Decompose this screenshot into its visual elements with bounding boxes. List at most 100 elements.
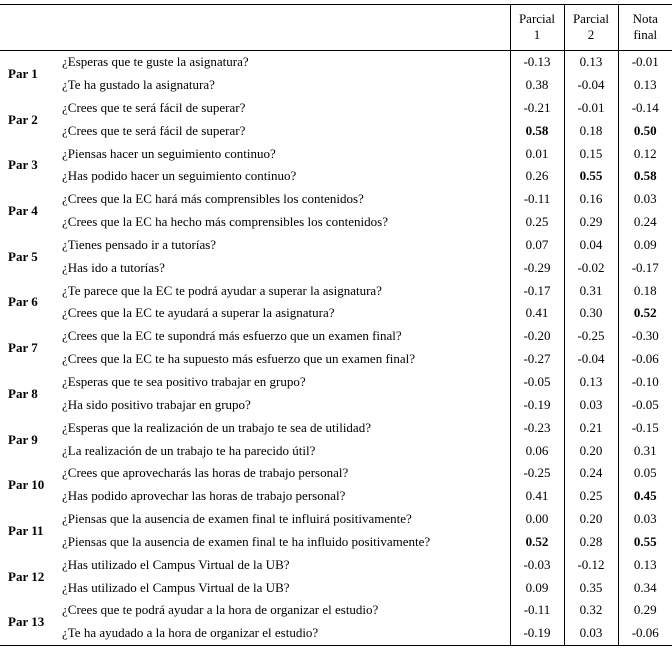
question-text: ¿Crees que la EC te ayudará a superar la… bbox=[62, 302, 510, 325]
question-text: ¿Te ha gustado la asignatura? bbox=[62, 74, 510, 97]
value-cell: 0.24 bbox=[618, 211, 672, 234]
pair-label: Par 4 bbox=[0, 188, 62, 234]
table-row: Par 9¿Esperas que la realización de un t… bbox=[0, 417, 672, 440]
value-cell: 0.29 bbox=[564, 211, 618, 234]
value-cell: 0.58 bbox=[510, 120, 564, 143]
value-cell: -0.06 bbox=[618, 348, 672, 371]
table-row: Par 2¿Crees que te será fácil de superar… bbox=[0, 97, 672, 120]
value-cell: 0.03 bbox=[564, 394, 618, 417]
pair-label: Par 8 bbox=[0, 371, 62, 417]
correlation-table: Parcial 1 Parcial 2 Nota final Par 1¿Esp… bbox=[0, 0, 672, 650]
table-row: ¿Crees que la EC ha hecho más comprensib… bbox=[0, 211, 672, 234]
value-cell: 0.16 bbox=[564, 188, 618, 211]
value-cell: -0.11 bbox=[510, 599, 564, 622]
value-cell: 0.41 bbox=[510, 302, 564, 325]
question-text: ¿Has utilizado el Campus Virtual de la U… bbox=[62, 577, 510, 600]
value-cell: 0.03 bbox=[618, 188, 672, 211]
question-text: ¿Crees que la EC ha hecho más comprensib… bbox=[62, 211, 510, 234]
header-empty bbox=[0, 5, 510, 51]
value-cell: 0.38 bbox=[510, 74, 564, 97]
value-cell: 0.52 bbox=[510, 531, 564, 554]
value-cell: -0.05 bbox=[510, 371, 564, 394]
value-cell: 0.25 bbox=[564, 485, 618, 508]
pair-label: Par 11 bbox=[0, 508, 62, 554]
header-col3-line1: Nota bbox=[633, 11, 658, 26]
table-row: Par 6¿Te parece que la EC te podrá ayuda… bbox=[0, 280, 672, 303]
value-cell: -0.25 bbox=[510, 462, 564, 485]
pair-label: Par 10 bbox=[0, 462, 62, 508]
value-cell: -0.04 bbox=[564, 348, 618, 371]
value-cell: 0.13 bbox=[564, 371, 618, 394]
value-cell: 0.12 bbox=[618, 143, 672, 166]
data-table: Parcial 1 Parcial 2 Nota final Par 1¿Esp… bbox=[0, 4, 672, 646]
question-text: ¿Esperas que la realización de un trabaj… bbox=[62, 417, 510, 440]
table-row: Par 12¿Has utilizado el Campus Virtual d… bbox=[0, 554, 672, 577]
pair-label: Par 6 bbox=[0, 280, 62, 326]
value-cell: -0.20 bbox=[510, 325, 564, 348]
pair-label: Par 1 bbox=[0, 51, 62, 97]
table-row: Par 4¿Crees que la EC hará más comprensi… bbox=[0, 188, 672, 211]
question-text: ¿Ha sido positivo trabajar en grupo? bbox=[62, 394, 510, 417]
value-cell: -0.11 bbox=[510, 188, 564, 211]
value-cell: 0.15 bbox=[564, 143, 618, 166]
value-cell: -0.01 bbox=[618, 51, 672, 74]
table-row: ¿Crees que la EC te ha supuesto más esfu… bbox=[0, 348, 672, 371]
header-col3-line2: final bbox=[633, 27, 657, 42]
question-text: ¿Te ha ayudado a la hora de organizar el… bbox=[62, 622, 510, 645]
pair-label: Par 2 bbox=[0, 97, 62, 143]
header-col1-line2: 1 bbox=[534, 27, 541, 42]
header-parcial2: Parcial 2 bbox=[564, 5, 618, 51]
table-row: Par 11¿Piensas que la ausencia de examen… bbox=[0, 508, 672, 531]
question-text: ¿Piensas que la ausencia de examen final… bbox=[62, 508, 510, 531]
question-text: ¿La realización de un trabajo te ha pare… bbox=[62, 440, 510, 463]
value-cell: -0.21 bbox=[510, 97, 564, 120]
question-text: ¿Crees que la EC te ha supuesto más esfu… bbox=[62, 348, 510, 371]
table-row: ¿Piensas que la ausencia de examen final… bbox=[0, 531, 672, 554]
table-row: Par 1¿Esperas que te guste la asignatura… bbox=[0, 51, 672, 74]
pair-label: Par 12 bbox=[0, 554, 62, 600]
value-cell: -0.27 bbox=[510, 348, 564, 371]
value-cell: 0.31 bbox=[618, 440, 672, 463]
table-row: ¿Te ha gustado la asignatura?0.38-0.040.… bbox=[0, 74, 672, 97]
value-cell: -0.02 bbox=[564, 257, 618, 280]
value-cell: 0.13 bbox=[618, 554, 672, 577]
table-row: ¿Crees que te será fácil de superar?0.58… bbox=[0, 120, 672, 143]
pair-label: Par 3 bbox=[0, 143, 62, 189]
pair-label: Par 5 bbox=[0, 234, 62, 280]
value-cell: 0.55 bbox=[564, 165, 618, 188]
question-text: ¿Esperas que te sea positivo trabajar en… bbox=[62, 371, 510, 394]
value-cell: -0.13 bbox=[510, 51, 564, 74]
value-cell: 0.04 bbox=[564, 234, 618, 257]
pair-label: Par 13 bbox=[0, 599, 62, 645]
table-row: Par 7¿Crees que la EC te supondrá más es… bbox=[0, 325, 672, 348]
value-cell: -0.05 bbox=[618, 394, 672, 417]
value-cell: 0.45 bbox=[618, 485, 672, 508]
value-cell: -0.29 bbox=[510, 257, 564, 280]
header-col2-line1: Parcial bbox=[573, 11, 609, 26]
header-col2-line2: 2 bbox=[588, 27, 595, 42]
value-cell: 0.20 bbox=[564, 440, 618, 463]
value-cell: 0.01 bbox=[510, 143, 564, 166]
value-cell: 0.03 bbox=[564, 622, 618, 645]
table-row: ¿Has utilizado el Campus Virtual de la U… bbox=[0, 577, 672, 600]
table-row: Par 5¿Tienes pensado ir a tutorías?0.070… bbox=[0, 234, 672, 257]
question-text: ¿Crees que te podrá ayudar a la hora de … bbox=[62, 599, 510, 622]
value-cell: -0.15 bbox=[618, 417, 672, 440]
pair-label: Par 7 bbox=[0, 325, 62, 371]
value-cell: 0.41 bbox=[510, 485, 564, 508]
value-cell: 0.28 bbox=[564, 531, 618, 554]
table-row: ¿Has podido hacer un seguimiento continu… bbox=[0, 165, 672, 188]
table-row: Par 8¿Esperas que te sea positivo trabaj… bbox=[0, 371, 672, 394]
question-text: ¿Piensas hacer un seguimiento continuo? bbox=[62, 143, 510, 166]
table-row: ¿Has ido a tutorías?-0.29-0.02-0.17 bbox=[0, 257, 672, 280]
table-row: Par 13¿Crees que te podrá ayudar a la ho… bbox=[0, 599, 672, 622]
table-row: ¿Has podido aprovechar las horas de trab… bbox=[0, 485, 672, 508]
value-cell: 0.18 bbox=[564, 120, 618, 143]
question-text: ¿Crees que la EC te supondrá más esfuerz… bbox=[62, 325, 510, 348]
value-cell: 0.35 bbox=[564, 577, 618, 600]
table-row: Par 3¿Piensas hacer un seguimiento conti… bbox=[0, 143, 672, 166]
table-row: ¿La realización de un trabajo te ha pare… bbox=[0, 440, 672, 463]
value-cell: 0.09 bbox=[618, 234, 672, 257]
value-cell: 0.09 bbox=[510, 577, 564, 600]
value-cell: 0.18 bbox=[618, 280, 672, 303]
